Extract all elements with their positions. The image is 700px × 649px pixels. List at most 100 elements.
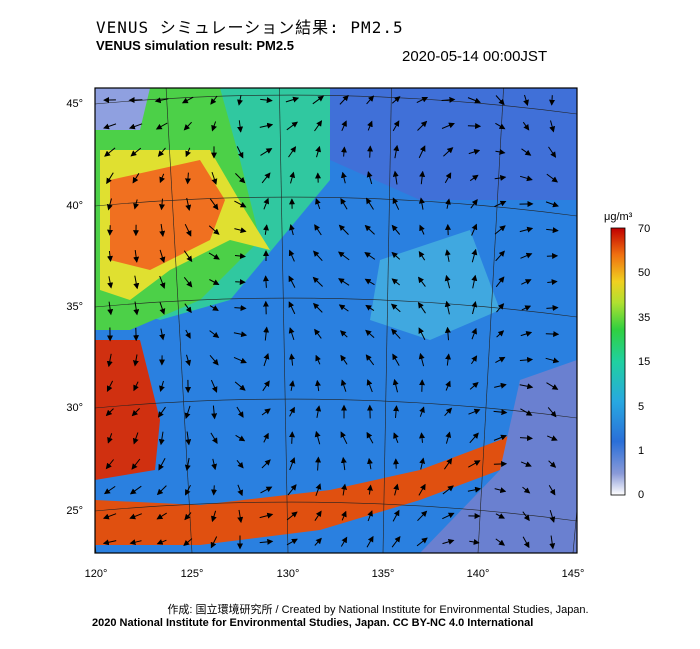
wind-arrow xyxy=(493,460,508,467)
wind-arrow xyxy=(444,172,452,184)
wind-arrow xyxy=(469,539,480,545)
wind-arrow xyxy=(184,457,191,471)
wind-arrow xyxy=(365,354,375,366)
wind-arrow xyxy=(548,460,557,468)
wind-arrow xyxy=(313,250,323,262)
wind-arrow xyxy=(237,484,244,497)
japan-field xyxy=(370,230,500,340)
lat-tick-35: 35° xyxy=(66,301,83,313)
wind-arrow xyxy=(340,456,347,471)
wind-arrow xyxy=(183,538,193,547)
parallel-line xyxy=(95,94,577,115)
wind-arrow xyxy=(106,380,114,392)
wind-arrow xyxy=(393,432,399,443)
wind-arrow xyxy=(260,97,273,104)
wind-arrow xyxy=(338,278,350,286)
wind-arrow xyxy=(468,408,481,415)
wind-arrow xyxy=(494,382,507,389)
wind-arrow xyxy=(471,223,478,236)
colorbar-label-70: 70 xyxy=(638,223,651,235)
wind-arrow xyxy=(261,459,271,469)
wind-arrow xyxy=(159,275,166,289)
wind-arrow xyxy=(391,251,401,260)
plume-north xyxy=(110,160,225,270)
wind-arrow xyxy=(445,431,452,444)
wind-arrow xyxy=(102,513,117,520)
wind-arrow xyxy=(263,224,269,235)
wind-arrow xyxy=(340,536,348,547)
wind-arrow xyxy=(442,512,455,520)
wind-arrow xyxy=(315,354,321,365)
wind-arrow xyxy=(393,405,400,418)
wind-arrow xyxy=(129,485,142,495)
parallel-line xyxy=(95,297,577,318)
wind-arrow xyxy=(286,511,298,521)
wind-arrow xyxy=(547,407,557,418)
wind-arrow xyxy=(288,146,297,158)
map-frame xyxy=(94,87,578,554)
wind-arrow xyxy=(468,460,481,468)
wind-arrow xyxy=(183,250,193,263)
wind-arrow xyxy=(234,253,246,259)
wind-arrow xyxy=(209,198,219,211)
wind-arrow xyxy=(285,96,300,103)
wind-arrow xyxy=(314,224,322,236)
plume-east-china xyxy=(95,340,160,480)
wind-arrow xyxy=(129,539,142,546)
wind-arrow xyxy=(211,171,218,185)
wind-arrow xyxy=(390,303,401,313)
wind-arrow xyxy=(131,458,141,470)
wind-arrow xyxy=(546,382,559,390)
wind-arrow xyxy=(131,408,140,417)
wind-arrow xyxy=(259,122,274,129)
wind-arrow xyxy=(184,223,192,237)
wind-arrow xyxy=(263,326,270,341)
wind-arrow xyxy=(210,536,218,549)
wind-arrow xyxy=(546,304,559,311)
wind-arrow xyxy=(288,353,295,366)
wind-arrow xyxy=(211,405,218,420)
wind-arrow xyxy=(367,120,373,131)
graticule xyxy=(95,88,577,553)
wind-arrow xyxy=(315,456,322,471)
wind-arrow xyxy=(260,148,273,156)
wind-arrow xyxy=(103,123,117,130)
wind-arrow xyxy=(338,304,349,312)
wind-arrow xyxy=(469,432,479,444)
wind-arrow xyxy=(289,406,295,417)
wind-arrow xyxy=(130,147,142,157)
wind-arrow xyxy=(185,431,192,446)
lon-tick-140: 140° xyxy=(466,568,490,580)
wind-arrow xyxy=(159,380,165,392)
wind-arrow xyxy=(289,457,296,471)
wind-arrow xyxy=(132,173,140,184)
wind-arrow xyxy=(469,381,479,390)
wind-arrow xyxy=(340,146,347,157)
wind-arrow xyxy=(548,146,557,158)
colorbar-label-50: 50 xyxy=(638,267,651,279)
wind-arrow xyxy=(391,224,401,235)
wind-arrow xyxy=(495,538,506,546)
wind-arrow xyxy=(392,509,400,522)
wind-arrow xyxy=(156,539,167,545)
wind-arrow xyxy=(104,147,116,157)
wind-arrow xyxy=(339,330,348,338)
wind-arrow xyxy=(392,353,400,366)
wind-arrow xyxy=(392,170,399,185)
wind-arrow xyxy=(261,172,271,184)
wind-arrow xyxy=(520,252,533,259)
wind-arrow xyxy=(314,120,323,132)
wind-arrow xyxy=(181,96,194,104)
wind-arrow xyxy=(185,329,191,339)
wind-arrow xyxy=(365,329,375,338)
wind-arrow xyxy=(393,144,400,159)
wind-arrow xyxy=(235,434,246,442)
wind-arrow xyxy=(133,301,140,316)
wind-arrow xyxy=(183,276,193,288)
wind-arrow xyxy=(263,432,269,443)
colorbar-label-5: 5 xyxy=(638,401,645,413)
wind-arrow xyxy=(184,172,191,185)
lat-tick-30: 30° xyxy=(66,402,83,414)
wind-arrow xyxy=(236,459,244,469)
title-japanese: VENUS シミュレーション結果: PM2.5 xyxy=(96,18,404,37)
